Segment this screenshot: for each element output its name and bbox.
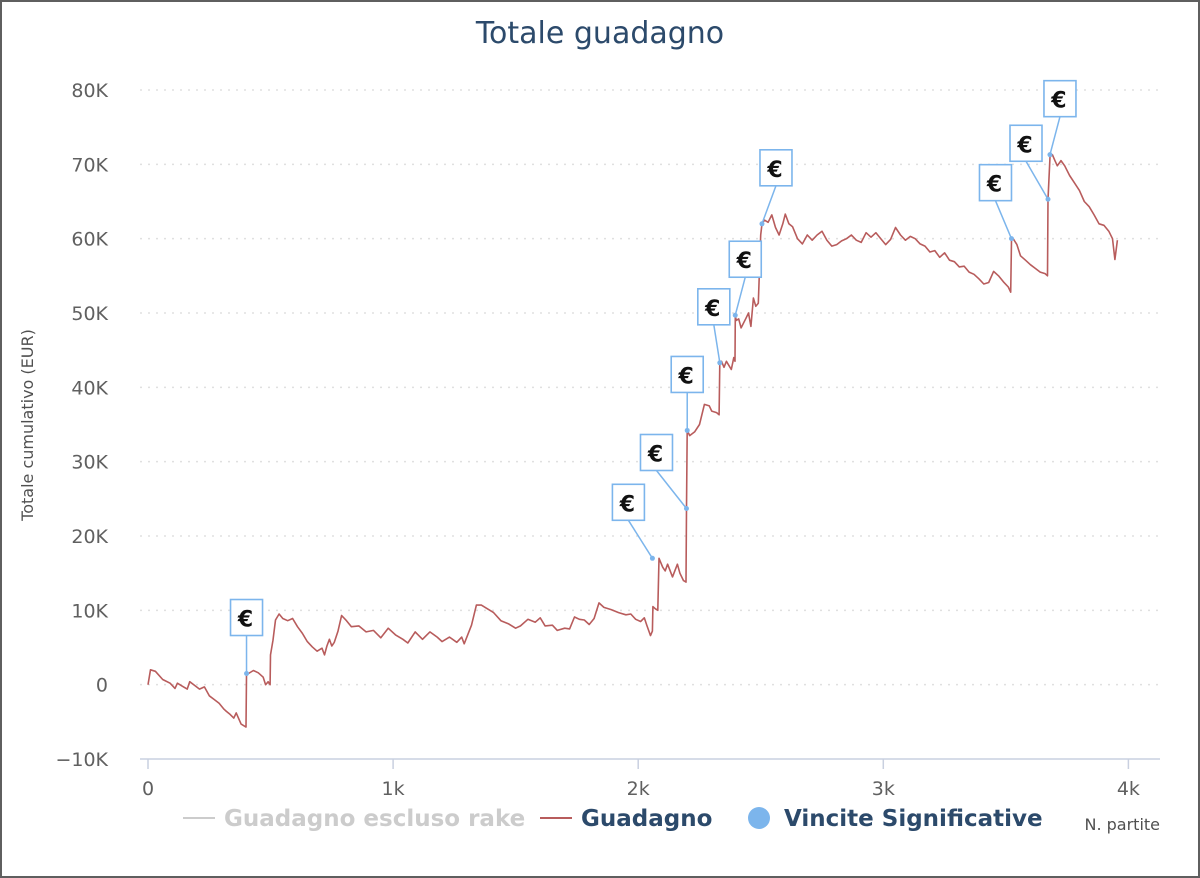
significant-win-point[interactable]	[1047, 152, 1053, 158]
y-tick-label: 30K	[71, 452, 108, 474]
significant-win-label: €	[704, 297, 720, 322]
y-tick-label: 80K	[71, 80, 108, 102]
y-tick-label: 0	[96, 675, 108, 697]
significant-win-point[interactable]	[1045, 196, 1051, 202]
y-tick-label: 20K	[71, 526, 108, 548]
significant-win-label: €	[766, 158, 782, 183]
significant-win-label: €	[736, 249, 752, 274]
y-tick-label: −10K	[55, 749, 108, 771]
y-axis-ticks: −10K 0 10K 20K 30K 40K 50K 60K 70K 80K	[55, 80, 108, 771]
significant-win-flag[interactable]: €	[1043, 79, 1077, 158]
significant-win-point[interactable]	[732, 312, 738, 318]
y-tick-label: 60K	[71, 229, 108, 251]
significant-win-flag[interactable]: €	[639, 433, 689, 511]
x-tick-label: 0	[142, 778, 154, 800]
significant-win-point[interactable]	[683, 505, 689, 511]
legend: Guadagno escluso rake Guadagno Vincite S…	[183, 806, 1043, 832]
significant-win-label: €	[1050, 89, 1066, 114]
grid-lines	[140, 89, 1160, 686]
significant-win-label: €	[619, 492, 635, 517]
significant-win-flag[interactable]: €	[697, 288, 731, 366]
significant-win-point[interactable]	[684, 427, 690, 433]
significant-win-point[interactable]	[717, 360, 723, 366]
significant-win-flag[interactable]: €	[1009, 124, 1051, 202]
x-axis: 0 1k 2k 3k 4k	[140, 758, 1160, 800]
x-tick-label: 2k	[627, 778, 650, 800]
chart-title: Totale guadagno	[475, 16, 724, 51]
legend-item-guadagno-escluso-rake[interactable]: Guadagno escluso rake	[224, 806, 525, 832]
y-tick-label: 70K	[71, 154, 108, 176]
significant-win-label: €	[1016, 133, 1032, 158]
significant-win-point[interactable]	[649, 555, 655, 561]
significant-win-point[interactable]	[759, 221, 765, 227]
y-tick-label: 40K	[71, 377, 108, 399]
legend-item-vincite-significative[interactable]: Vincite Significative	[784, 806, 1043, 832]
significant-win-flag[interactable]: €	[670, 355, 705, 433]
y-tick-label: 50K	[71, 303, 108, 325]
y-tick-label: 10K	[71, 600, 108, 622]
legend-item-guadagno[interactable]: Guadagno	[581, 806, 712, 832]
significant-win-label: €	[986, 173, 1002, 198]
significant-win-point[interactable]	[244, 671, 250, 677]
significant-win-label: €	[237, 608, 253, 633]
x-axis-title: N. partite	[1084, 815, 1160, 834]
significant-win-flag[interactable]: €	[229, 598, 264, 677]
significant-win-label: €	[647, 442, 663, 467]
x-tick-label: 3k	[872, 778, 895, 800]
y-axis-title: Totale cumulativo (EUR)	[18, 329, 37, 522]
series-line-guadagno[interactable]	[147, 153, 1119, 728]
legend-symbol-vincite-significative	[748, 807, 770, 829]
significant-win-flag[interactable]: €	[978, 163, 1014, 242]
x-tick-label: 4k	[1117, 778, 1140, 800]
significant-win-flag[interactable]: €	[759, 149, 793, 227]
significant-win-point[interactable]	[1008, 236, 1014, 242]
series-layer	[147, 153, 1119, 728]
significant-win-flag[interactable]: €	[728, 240, 763, 318]
significant-win-flag[interactable]: €	[611, 483, 655, 561]
significant-wins-layer: € € € € € € € € € €	[229, 79, 1077, 677]
significant-win-label: €	[678, 364, 694, 389]
x-tick-label: 1k	[382, 778, 405, 800]
